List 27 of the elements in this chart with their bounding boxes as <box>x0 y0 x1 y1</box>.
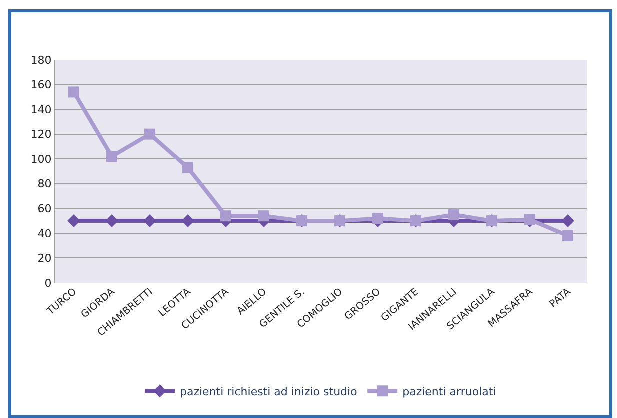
point <box>106 151 118 162</box>
y-tick-label: 140 <box>30 103 52 116</box>
point <box>182 162 194 174</box>
point <box>68 214 80 228</box>
point <box>372 213 384 224</box>
point <box>448 209 460 220</box>
y-tick-label: 0 <box>44 276 52 290</box>
point <box>524 214 536 226</box>
y-tick-label: 160 <box>30 78 52 92</box>
legend-label: pazienti arruolati <box>402 385 496 398</box>
point <box>220 210 232 222</box>
y-tick-label: 60 <box>38 202 52 216</box>
point <box>562 214 574 228</box>
legend-label: pazienti richiesti ad inizio studio <box>180 385 358 398</box>
point <box>106 214 118 228</box>
y-tick-label: 20 <box>38 252 52 266</box>
point <box>68 86 80 98</box>
y-tick-label: 100 <box>30 152 52 166</box>
y-tick-label: 80 <box>38 178 52 191</box>
y-tick-label: 120 <box>30 128 52 142</box>
point <box>562 230 574 242</box>
point <box>258 210 270 222</box>
point <box>144 214 156 228</box>
point <box>182 214 194 228</box>
y-tick-label: 180 <box>30 54 52 67</box>
point <box>144 128 156 140</box>
y-tick-label: 40 <box>38 227 52 240</box>
